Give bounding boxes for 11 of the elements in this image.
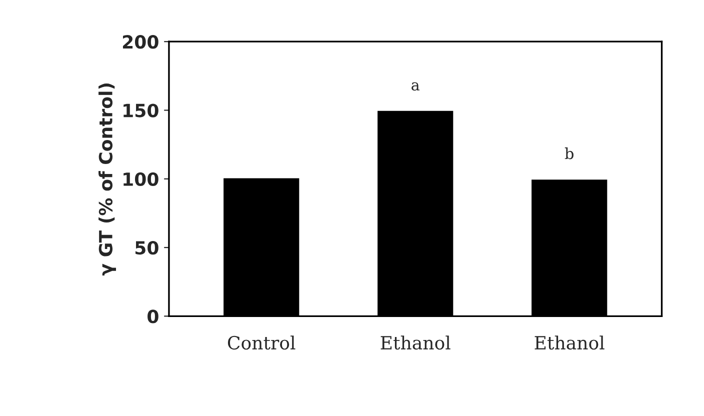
y-tick-label: 100 bbox=[124, 172, 158, 186]
y-axis-title: γ GT (% of Control) bbox=[98, 84, 116, 276]
annotation: a bbox=[412, 82, 420, 91]
y-tick-label: 0 bbox=[148, 310, 158, 324]
x-tick-label: Ethanol bbox=[380, 336, 450, 350]
x-tick-label: Control bbox=[228, 336, 296, 350]
x-tick-label: Ethanol bbox=[534, 336, 604, 350]
y-tick-label: 50 bbox=[136, 240, 158, 255]
y-tick-label: 150 bbox=[124, 104, 158, 118]
y-tick-label: 200 bbox=[122, 35, 158, 49]
annotation: b bbox=[564, 147, 574, 160]
